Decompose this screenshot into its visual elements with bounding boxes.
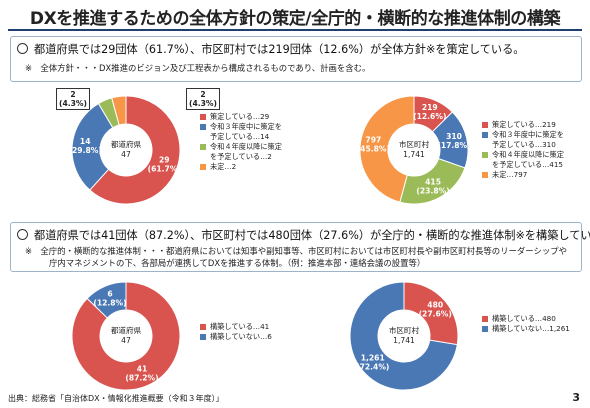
circle-bullet-icon [17,229,28,240]
legend-label: 予定している…310 [492,140,556,149]
pref-structure-donut-chart: 41 (87.2%) 6 (12.8%) 都道府県 47 [71,281,181,391]
donut-center-label: 都道府県 47 [111,139,142,159]
muni-strategy-legend: 策定している…219 令和３年度中に策定を 予定している…310 令和４年度以降に策定… [482,120,564,180]
legend-entry: 予定している…14 [200,132,282,142]
legend-entry: 構築している…41 [200,322,272,332]
page-number: 3 [572,391,580,404]
section2-note-line2: 庁内マネジメントの下、各部局が連携してDXを推進する体制。（例：推進本部・連絡会… [49,258,426,268]
legend-label: 令和３年度中に策定を [210,122,282,131]
legend-entry: を予定している…2 [200,152,282,162]
donut-slice [71,281,181,391]
slice-data-label: 14 (29.8%) [69,137,102,155]
donut-center-label: 市区町村 1,741 [399,139,430,159]
legend-swatch [482,122,488,128]
section1-headline: 都道府県では29団体（61.7%）、市区町村では219団体（12.6%）が全体方… [17,41,524,57]
legend-entry: 令和３年度中に策定を [200,122,282,132]
legend-entry: を予定している…415 [482,160,564,170]
callout-text: 2 (4.3%) [59,90,88,108]
legend-label: 構築している…41 [210,322,270,331]
legend-entry: 令和４年度以降に策定 [200,142,282,152]
donut-center-label: 市区町村 1,741 [389,325,420,345]
legend-swatch [200,324,206,330]
legend-entry: 未定…797 [482,170,564,180]
donut-center-label: 都道府県 47 [111,325,142,345]
legend-label: 構築していない…1,261 [492,324,570,333]
slice-data-label: 29 (61.7%) [148,156,181,174]
slice-data-label: 797 (45.8%) [357,136,390,154]
legend-entry: 構築していない…6 [200,332,272,342]
legend-label: 令和３年度中に策定を [492,130,564,139]
legend-entry: 構築している…480 [482,314,570,324]
legend-label: 構築している…480 [492,314,556,323]
page-title: DXを推進するための全体方針の策定/全庁的・横断的な推進体制の構築 [29,9,561,29]
legend-swatch [200,124,206,130]
legend-swatch [482,316,488,322]
legend-swatch [200,334,206,340]
pref-strategy-callout-left: 2 (4.3%) [56,88,91,110]
legend-entry: 策定している…219 [482,120,564,130]
muni-structure-legend: 構築している…480 構築していない…1,261 [482,314,570,334]
slice-data-label: 41 (87.2%) [125,365,158,383]
slice-data-label: 219 (12.6%) [413,103,446,121]
section1-box: 都道府県では29団体（61.7%）、市区町村では219団体（12.6%）が全体方… [10,36,582,82]
source-citation: 出典：総務省「自治体DX・情報化推進概要（令和３年度）」 [8,394,224,403]
legend-entry: 予定している…310 [482,140,564,150]
legend-entry: 令和４年度以降に策定 [482,150,564,160]
section2-headline: 都道府県では41団体（87.2%）、市区町村では480団体（27.6%）が全庁的… [17,227,590,243]
legend-entry: 構築していない…1,261 [482,324,570,334]
donut-slice [71,102,114,191]
legend-label: 予定している…14 [210,132,270,141]
legend-label: を予定している…415 [492,160,564,169]
legend-swatch [482,152,488,158]
circle-bullet-icon [17,43,28,54]
section2-headline-text: 都道府県では41団体（87.2%）、市区町村では480団体（27.6%）が全庁的… [34,229,590,242]
slice-data-label: 415 (23.8%) [416,177,449,195]
slice-data-label: 6 (12.8%) [93,289,126,307]
section1-note: ※ 全体方針・・・DX推進のビジョン及び工程表から構成されるものであり、計画を含… [25,63,371,73]
legend-swatch [200,114,206,120]
legend-swatch [482,326,488,332]
muni-strategy-donut-chart: 219 (12.6%) 310 (17.8%) 415 (23.8%) 797 (45.8%)… [357,95,471,205]
donut-slice [349,281,458,391]
donut-slice [89,95,181,205]
legend-swatch [200,164,206,170]
legend-swatch [482,172,488,178]
callout-text: 2 (4.3%) [189,90,218,108]
donut-slice [86,281,127,319]
slice-data-label: 310 (17.8%) [437,132,470,150]
section2-note-line1: ※ 全庁的・横断的な推進体制・・・都道府県においては知事や副知事等、市区町村にお… [25,246,568,256]
legend-label: 構築していない…6 [210,332,272,341]
legend-entry: 策定している…29 [200,112,282,122]
pref-structure-legend: 構築している…41 構築していない…6 [200,322,272,342]
legend-entry: 未定…2 [200,162,282,172]
legend-label: 策定している…29 [210,112,270,121]
slice-data-label: 480 (27.6%) [419,300,452,318]
donut-slice [403,281,459,346]
legend-label: を予定している…2 [210,152,272,161]
pref-strategy-legend: 策定している…29 令和３年度中に策定を 予定している…14 令和４年度以降に策定 を予… [200,112,282,172]
legend-label: 令和４年度以降に策定 [210,142,282,151]
legend-label: 未定…797 [492,170,528,179]
section1-headline-text: 都道府県では29団体（61.7%）、市区町村では219団体（12.6%）が全体方… [34,43,525,56]
slice-data-label: 1,261 (72.4%) [356,354,389,372]
legend-entry: 令和３年度中に策定を [482,130,564,140]
title-rule [8,29,582,31]
section2-box: 都道府県では41団体（87.2%）、市区町村では480団体（27.6%）が全庁的… [10,222,590,272]
pref-strategy-donut-chart: 29 (61.7%) 14 (29.8%) 都道府県 47 [69,95,181,205]
legend-swatch [200,144,206,150]
legend-swatch [482,132,488,138]
donut-slice [359,95,415,203]
legend-label: 未定…2 [210,162,237,171]
donut-slice [111,95,127,126]
pref-strategy-callout-right: 2 (4.3%) [186,88,221,110]
legend-label: 令和４年度以降に策定 [492,150,564,159]
muni-structure-donut-chart: 480 (27.6%) 1,261 (72.4%)市区町村 1,741 [349,281,459,391]
legend-label: 策定している…219 [492,120,556,129]
